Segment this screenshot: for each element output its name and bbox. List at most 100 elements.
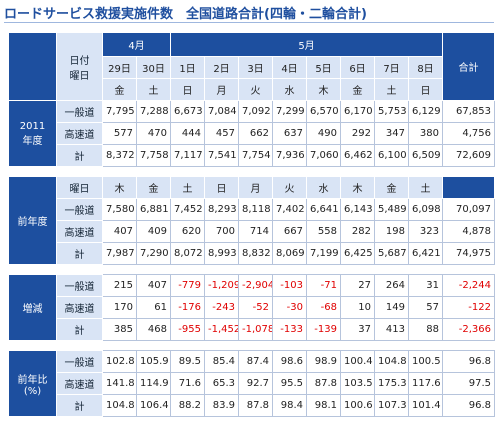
cell: 413 [374, 318, 409, 341]
cell: 74,975 [442, 242, 495, 265]
cell: 6,462 [340, 144, 375, 167]
cell: 175.3 [374, 372, 409, 395]
cell: 6,100 [374, 144, 409, 167]
cell: 96.8 [442, 350, 495, 373]
date: 30日 [136, 56, 171, 79]
cell: 409 [136, 220, 171, 243]
cell: 8,993 [204, 242, 239, 265]
weekday: 金 [136, 176, 171, 199]
header-row: 日付 曜日 4月 5月 合計 [8, 32, 495, 101]
weekday: 金 [340, 78, 375, 101]
cell: 8,832 [238, 242, 273, 265]
cell: 6,421 [408, 242, 443, 265]
cell: 407 [102, 220, 137, 243]
cell: 8,072 [170, 242, 205, 265]
cell: 7,541 [204, 144, 239, 167]
cell: 104.8 [374, 350, 409, 373]
cell: 347 [374, 122, 409, 145]
cell: 264 [374, 274, 409, 297]
cell: 282 [340, 220, 375, 243]
cell: -1,209 [204, 274, 239, 297]
cell: 7,084 [204, 100, 239, 123]
label-line: 増減 [22, 304, 43, 315]
cell: 149 [374, 296, 409, 319]
label-line: 2011 [19, 120, 46, 132]
cell: 8,118 [238, 198, 273, 221]
data-row: 一般道 7,580 6,881 7,452 8,293 8,118 7,402 6,641 6,… [9, 198, 495, 221]
cell: 87.8 [306, 372, 341, 395]
cell: -139 [306, 318, 341, 341]
data-row: 高速道 407 409 620 700 714 667 558 282 198 323 4,878 [9, 220, 495, 243]
cell: 10 [340, 296, 375, 319]
weekday: 土 [136, 78, 171, 101]
data-row: 高速道 170 61 -176 -243 -52 -30 -68 10 149 57 -122 [9, 296, 495, 319]
date: 1日 [170, 56, 205, 79]
weekday: 日 [204, 176, 239, 199]
cell: 6,509 [408, 144, 443, 167]
weekday: 月 [238, 176, 273, 199]
weekday-row: 前年度 曜日木金土日月火水木金土 [8, 176, 495, 265]
cell: 67,853 [442, 100, 495, 123]
cell: 468 [136, 318, 171, 341]
cell: 105.9 [136, 350, 171, 373]
cell: 83.9 [204, 394, 239, 417]
cell: 117.6 [408, 372, 443, 395]
cell: 95.5 [272, 372, 307, 395]
cell: -103 [272, 274, 307, 297]
cell: 323 [408, 220, 443, 243]
cell: 215 [102, 274, 137, 297]
cell: 7,290 [136, 242, 171, 265]
cell: 7,092 [238, 100, 273, 123]
header-corner-blank [8, 32, 57, 101]
cell: 700 [204, 220, 239, 243]
row-label: 高速道 [56, 220, 103, 243]
section-label: 2011 年度 [8, 100, 57, 167]
cell: -2,244 [442, 274, 495, 297]
data-row: 計 104.8 106.4 88.2 83.9 87.8 98.4 98.1 100.6 107.… [9, 394, 495, 417]
weekday: 火 [238, 78, 273, 101]
cell: 88 [408, 318, 443, 341]
cell: 70,097 [442, 198, 495, 221]
cell: 100.6 [340, 394, 375, 417]
cell: 106.4 [136, 394, 171, 417]
month: 4月 [102, 32, 171, 57]
cell: -955 [170, 318, 205, 341]
weekday-label: 曜日 [56, 176, 103, 199]
data-row: 増減 一般道 215 407 -779 -1,209 -2,904 -103 -71 27 264 3… [8, 274, 495, 341]
cell: 98.6 [272, 350, 307, 373]
cell: 7,402 [272, 198, 307, 221]
cell: 37 [340, 318, 375, 341]
cell: 92.7 [238, 372, 273, 395]
cell: 407 [136, 274, 171, 297]
cell: 98.9 [306, 350, 341, 373]
weekday: 土 [374, 78, 409, 101]
cell: 141.8 [102, 372, 137, 395]
data-row: 高速道 141.8 114.9 71.6 65.3 92.7 95.5 87.8 103.5 17… [9, 372, 495, 395]
label-line: 年度 [22, 135, 43, 147]
cell: 385 [102, 318, 137, 341]
weekday: 金 [102, 78, 137, 101]
cell: 292 [340, 122, 375, 145]
label-line: 前年比 [17, 374, 48, 386]
row-label: 高速道 [56, 372, 103, 395]
cell: -176 [170, 296, 205, 319]
cell: 98.4 [272, 394, 307, 417]
section-table: 増減 一般道 215 407 -779 -1,209 -2,904 -103 -71 27 264 3… [8, 274, 495, 341]
weekday-blank [442, 176, 495, 199]
cell: 107.3 [374, 394, 409, 417]
row-label: 一般道 [56, 274, 103, 297]
section-table: 前年度 曜日木金土日月火水木金土一般道 7,580 6,881 7,452 8,293 8,… [8, 176, 495, 265]
cell: 7,795 [102, 100, 137, 123]
label-line: 曜日 [69, 70, 90, 82]
cell: 558 [306, 220, 341, 243]
date: 4日 [272, 56, 307, 79]
cell: 87.8 [238, 394, 273, 417]
table-wrap: 日付 曜日 4月 5月 合計 29日 30日 1日 2日 3日 4日 5日 6日 7日 8日金土日月火水木金… [8, 32, 495, 426]
weekday: 土 [170, 176, 205, 199]
cell: -68 [306, 296, 341, 319]
cell: 5,753 [374, 100, 409, 123]
cell: 667 [272, 220, 307, 243]
cell: 7,299 [272, 100, 307, 123]
cell: -1,078 [238, 318, 273, 341]
